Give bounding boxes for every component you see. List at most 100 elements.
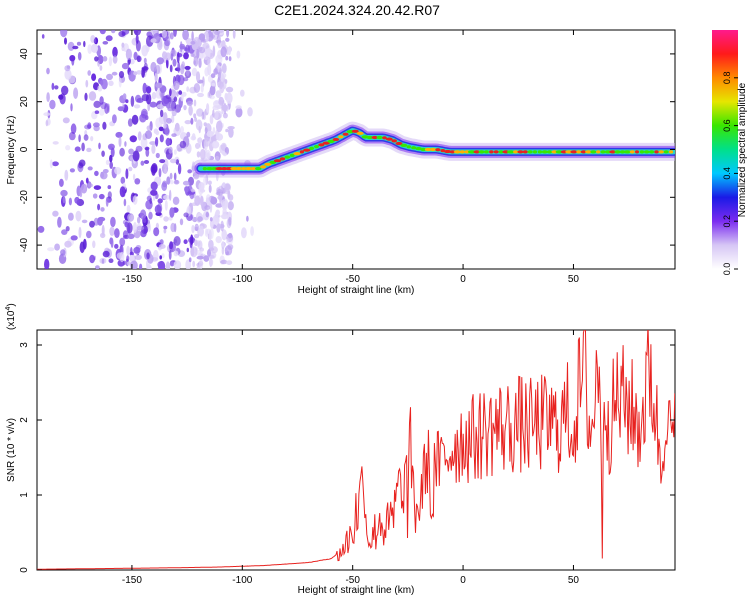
noise-blob xyxy=(209,95,215,100)
noise-blob xyxy=(94,56,99,62)
noise-blob xyxy=(125,48,132,60)
noise-blob xyxy=(45,119,49,127)
noise-blob xyxy=(194,117,198,122)
noise-blob xyxy=(83,40,86,48)
noise-blob xyxy=(61,229,68,236)
noise-blob xyxy=(97,85,103,92)
noise-blob xyxy=(112,114,117,124)
ridge-hotspot xyxy=(415,147,422,151)
noise-blob xyxy=(166,176,171,185)
noise-blob xyxy=(211,82,216,87)
noise-blob xyxy=(184,65,191,70)
noise-blob xyxy=(228,56,232,62)
noise-blob xyxy=(163,194,171,200)
noise-blob xyxy=(108,258,114,264)
noise-blob xyxy=(191,133,196,141)
noise-blob xyxy=(105,196,109,207)
noise-blob xyxy=(203,137,211,147)
noise-blob xyxy=(98,142,101,150)
colorbar: 0.0 0.2 0.4 0.6 0.8 Normalized spectral ampl… xyxy=(712,30,748,275)
noise-blob xyxy=(68,197,72,206)
y-tick-label: 0 xyxy=(19,146,30,152)
noise-blob xyxy=(196,255,204,260)
noise-blob xyxy=(143,57,147,64)
noise-blob xyxy=(114,167,122,175)
noise-blob xyxy=(210,73,216,79)
noise-blob xyxy=(199,148,206,160)
ridge-hotspot xyxy=(342,132,349,136)
noise-blob xyxy=(146,35,154,47)
y-tick-label: 0 xyxy=(19,567,30,573)
noise-blob xyxy=(216,120,223,133)
spectrogram-ylabel: Frequency (Hz) xyxy=(6,116,17,185)
noise-blob xyxy=(105,159,110,166)
noise-blob xyxy=(81,219,88,224)
noise-blob xyxy=(90,43,99,53)
colorbar-gradient xyxy=(712,30,738,269)
noise-blob xyxy=(177,163,182,175)
noise-blob xyxy=(163,122,167,129)
ridge-hotspot xyxy=(366,135,374,140)
ridge-hotspot xyxy=(395,141,403,146)
noise-blob xyxy=(106,73,113,81)
noise-blob xyxy=(165,117,172,124)
noise-blob xyxy=(149,141,157,146)
noise-blob xyxy=(46,67,50,75)
noise-blob xyxy=(85,177,89,184)
noise-blob xyxy=(205,31,209,43)
ridge-hotspot xyxy=(551,150,558,154)
noise-blob xyxy=(215,155,220,161)
noise-blob xyxy=(173,96,178,102)
noise-blob xyxy=(174,122,180,132)
noise-blob xyxy=(81,142,85,152)
noise-blob xyxy=(168,101,175,109)
noise-blob xyxy=(192,260,196,268)
noise-blob xyxy=(183,212,189,218)
noise-blob xyxy=(172,196,180,205)
noise-blob xyxy=(155,152,160,159)
noise-blob xyxy=(206,103,210,113)
ridge-hotspot xyxy=(269,160,277,164)
colorbar-tick-label: 0.4 xyxy=(722,167,732,180)
noise-blob xyxy=(111,30,116,34)
noise-blob xyxy=(114,228,120,239)
noise-blob xyxy=(170,180,174,185)
noise-blob xyxy=(58,94,64,100)
ridge-hotspot xyxy=(648,150,655,154)
noise-blob xyxy=(111,71,118,76)
noise-blob xyxy=(135,145,143,152)
noise-blob xyxy=(200,83,204,93)
ridge-hotspot xyxy=(356,131,364,135)
noise-blob xyxy=(54,243,60,251)
noise-blob xyxy=(154,204,162,214)
noise-blob xyxy=(176,51,180,64)
noise-blob xyxy=(94,170,99,177)
noise-blob xyxy=(108,56,113,67)
noise-blob xyxy=(161,253,165,259)
colorbar-tick-label: 0.8 xyxy=(722,72,732,85)
noise-blob xyxy=(247,107,253,117)
noise-blob xyxy=(207,63,212,76)
ridge-hotspot xyxy=(498,150,504,154)
ridge-hotspot xyxy=(546,150,553,154)
noise-blob xyxy=(215,133,224,141)
noise-blob xyxy=(104,103,109,114)
noise-blob xyxy=(51,82,55,90)
noise-blob xyxy=(159,159,166,164)
ridge-hotspot xyxy=(382,136,387,140)
noise-blob xyxy=(193,83,201,93)
noise-blob xyxy=(109,161,113,169)
colorbar-tick-label: 0.0 xyxy=(722,263,732,276)
noise-blob xyxy=(70,235,78,241)
noise-blob xyxy=(220,199,229,208)
noise-blob xyxy=(57,216,62,228)
noise-blob xyxy=(75,210,82,222)
y-tick-label: 2 xyxy=(19,417,30,423)
noise-blob xyxy=(164,127,170,136)
noise-blob xyxy=(107,143,115,150)
ridge-hotspot xyxy=(453,150,461,154)
ridge-hotspot xyxy=(668,150,674,154)
ridge-hotspot xyxy=(385,137,393,141)
noise-blob xyxy=(180,126,184,134)
noise-blob xyxy=(165,94,171,100)
